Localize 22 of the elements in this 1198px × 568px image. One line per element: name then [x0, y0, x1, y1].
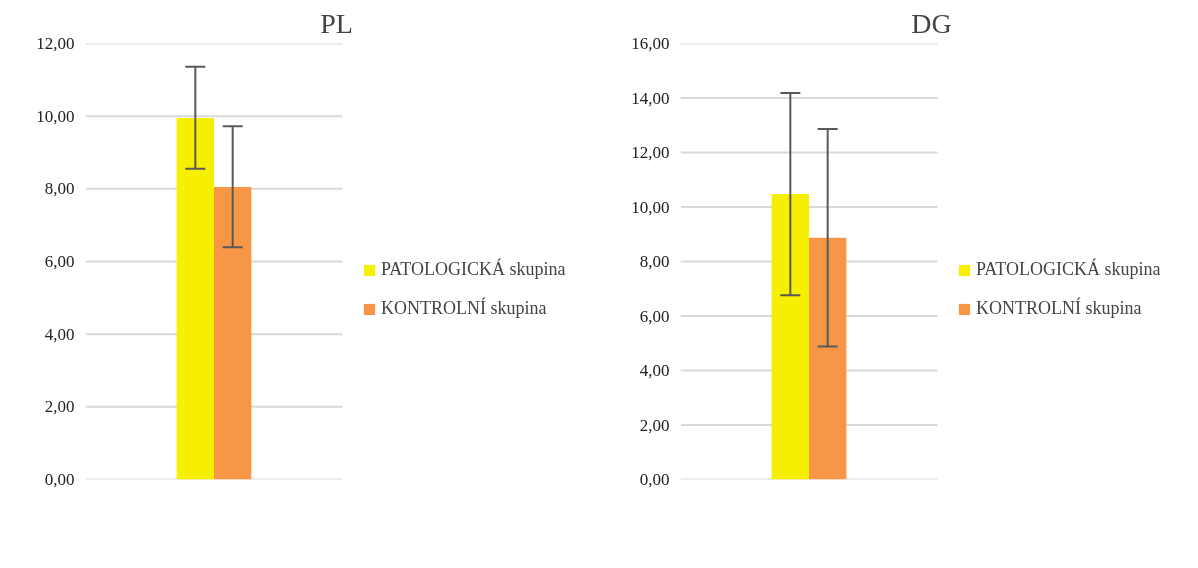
y-tick-label: 0,00	[44, 470, 75, 489]
y-tick-label: 6,00	[44, 252, 75, 271]
y-tick-label: 4,00	[639, 361, 670, 380]
y-tick-label: 12,00	[36, 34, 75, 53]
chart-title: DG	[911, 7, 952, 39]
y-tick-label: 6,00	[639, 306, 670, 326]
y-tick-label: 10,00	[36, 106, 75, 126]
legend-label: PATOLOGICKÁ skupina	[381, 259, 566, 280]
y-tick-label: 2,00	[639, 415, 670, 435]
legend-label: KONTROLNÍ skupina	[381, 298, 547, 319]
y-tick-label: 10,00	[631, 197, 670, 217]
y-tick-label: 0,00	[639, 470, 670, 489]
legend-label: PATOLOGICKÁ skupina	[976, 259, 1161, 280]
y-tick-label: 4,00	[44, 324, 75, 344]
y-tick-label: 2,00	[44, 397, 75, 417]
legend-label: KONTROLNÍ skupina	[976, 298, 1142, 319]
y-tick-label: 8,00	[44, 179, 75, 199]
y-tick-label: 16,00	[631, 34, 670, 53]
y-tick-label: 8,00	[639, 252, 670, 271]
y-tick-label: 12,00	[631, 143, 670, 162]
y-tick-label: 14,00	[631, 88, 670, 108]
chart-title: PL	[320, 7, 353, 39]
